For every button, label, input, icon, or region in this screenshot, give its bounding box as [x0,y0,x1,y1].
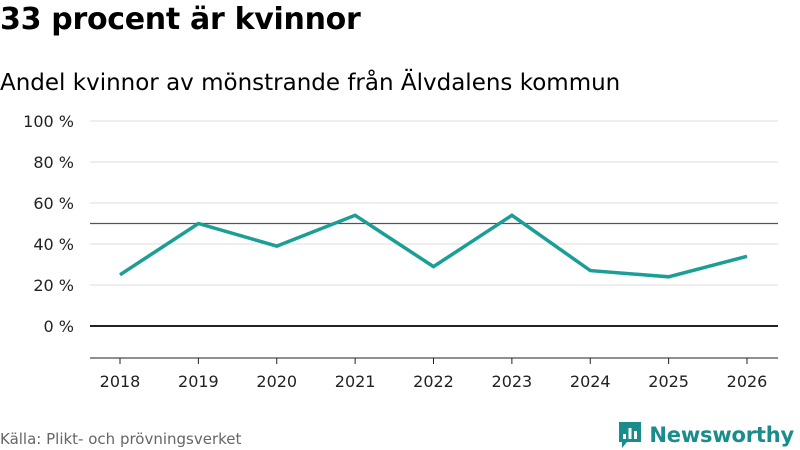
bar-chart-logo-icon [619,422,642,448]
x-tick-label: 2021 [335,372,376,391]
series-line [119,213,748,279]
x-tick-label: 2019 [178,372,219,391]
source-note: Källa: Plikt- och prövningsverket [0,430,242,448]
x-tick-label: 2024 [570,372,611,391]
line-chart: 0 % 20 % 40 % 60 % 80 % 100 % 2018 2019 2020 2021… [23,112,778,391]
x-tick-label: 2026 [727,372,768,391]
x-tick-label: 2020 [256,372,297,391]
y-tick-label: 20 % [33,276,74,295]
chart-title: 33 procent är kvinnor [0,2,361,37]
brand-name: Newsworthy [649,423,794,447]
y-tick-label: 80 % [33,153,74,172]
brand-logo[interactable]: Newsworthy [618,421,794,449]
x-tick-label: 2023 [492,372,533,391]
y-tick-label: 0 % [44,317,74,336]
x-tick-label: 2025 [648,372,689,391]
y-tick-label: 100 % [23,112,74,131]
chart-subtitle: Andel kvinnor av mönstrande från Älvdale… [0,70,621,96]
x-tick-label: 2018 [100,372,141,391]
x-tick-label: 2022 [413,372,454,391]
y-tick-label: 60 % [33,194,74,213]
y-tick-label: 40 % [33,235,74,254]
